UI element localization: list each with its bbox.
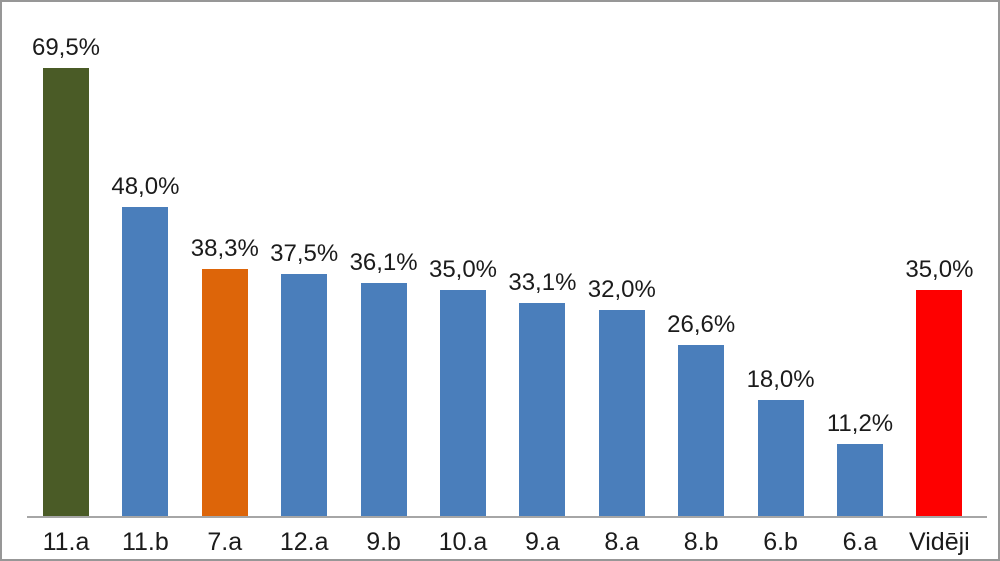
x-axis-tick-label: 11.b [121,528,169,556]
bar-9.a [519,303,566,516]
x-axis-tick-label: 8.b [683,528,719,556]
bar-7.a [201,269,248,516]
bar-11.a [43,68,89,516]
bar-value-label: 35,0% [905,256,974,283]
x-axis-tick-label: 6.b [763,528,798,556]
x-axis-tick-label: 11.a [42,528,90,556]
bar-10.a [440,290,486,516]
bar-value-label: 18,0% [746,366,815,393]
x-axis-tick-label: 10.a [438,528,488,556]
bar-8.a [598,310,645,516]
bar-value-label: 33,1% [508,269,577,296]
x-axis-line [27,516,987,518]
bar-value-label: 26,6% [667,311,736,338]
bar-value-label: 48,0% [111,173,180,200]
bar-value-label: 36,1% [349,249,418,276]
x-axis-tick-label: 12.a [279,528,329,556]
bar-value-label: 35,0% [428,256,498,283]
bar-value-label: 38,3% [190,235,259,262]
bar-6.a [837,444,883,516]
bar-9.b [360,283,407,516]
bar-12.a [281,274,328,516]
x-axis-tick-label: 7.a [207,528,243,556]
bar-value-label: 11,2% [826,410,894,437]
bar-value-label: 37,5% [270,240,339,267]
x-axis-tick-label: 6.a [842,528,878,556]
x-axis-tick-label: 8.a [604,528,640,556]
bar-Vidēji [916,290,963,516]
bar-6.b [757,400,804,516]
x-axis-tick-label: Vidēji [909,528,970,556]
bar-value-label: 69,5% [31,34,101,61]
bar-11.b [122,207,169,516]
x-axis-tick-label: 9.a [525,528,560,556]
bar-8.b [678,345,725,516]
bar-value-label: 32,0% [587,276,656,303]
x-axis-tick-label: 9.b [366,528,401,556]
